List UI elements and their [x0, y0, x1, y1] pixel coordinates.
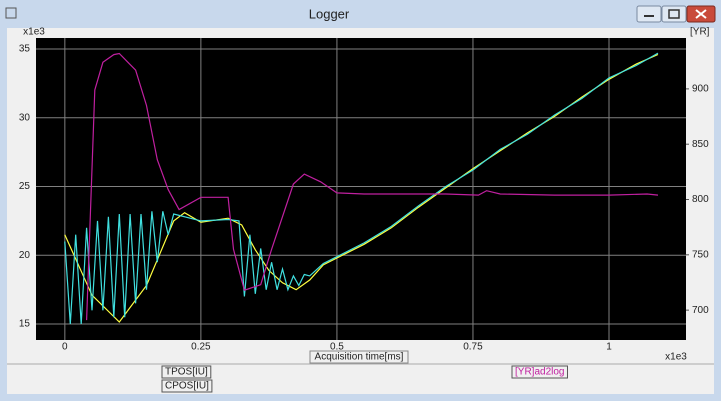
legend-box[interactable]	[161, 365, 212, 379]
x-label: Acquisition time[ms]	[315, 352, 404, 363]
legend-box[interactable]	[511, 365, 568, 379]
series-line	[86, 52, 659, 321]
plot-area	[36, 38, 686, 340]
x-tick-label: 0.5	[330, 342, 344, 353]
y2-tick-label: 750	[692, 249, 709, 260]
maximize-icon	[668, 9, 680, 19]
legend-label: CPOS[IU]	[165, 381, 209, 392]
close-icon	[695, 9, 707, 19]
maximize-button[interactable]	[661, 5, 687, 23]
y-tick-label: 25	[19, 181, 31, 192]
minimize-button[interactable]	[636, 5, 662, 23]
legend-label: TPOS[IU]	[165, 367, 208, 378]
y-tick-label: 20	[19, 250, 31, 261]
y2-tick-label: 900	[692, 84, 709, 95]
window-title: Logger	[309, 6, 350, 21]
y2-label: [YR]	[690, 27, 710, 38]
y-tick-label: 30	[19, 112, 31, 123]
y2-tick-label: 850	[692, 139, 709, 150]
y-tick-label: 15	[19, 319, 31, 330]
app-icon	[5, 7, 17, 19]
x-tick-label: 0	[62, 342, 68, 353]
y-tick-label: 35	[19, 44, 31, 55]
plot-layer	[36, 38, 686, 340]
x-label-box	[309, 350, 409, 364]
y2-tick-label: 800	[692, 194, 709, 205]
y2-tick-label: 700	[692, 305, 709, 316]
x-tick-label: 0.25	[191, 342, 211, 353]
legend-label: [YR]ad2log	[515, 367, 564, 378]
x-multiplier: x1e3	[665, 352, 687, 363]
y-multiplier: x1e3	[23, 27, 45, 38]
x-tick-label: 0.75	[463, 342, 483, 353]
x-tick-label: 1	[606, 342, 612, 353]
series-line	[64, 52, 659, 325]
legend-box[interactable]	[161, 379, 213, 393]
